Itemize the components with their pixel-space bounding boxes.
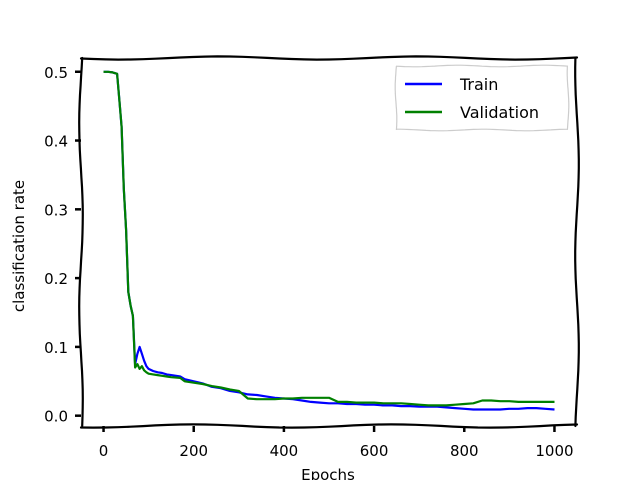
frame-right xyxy=(574,56,580,428)
series-line-train xyxy=(103,70,555,411)
x-tick-label: 200 xyxy=(179,442,208,460)
y-tick-label: 0.3 xyxy=(44,201,68,219)
frame-left xyxy=(78,56,84,428)
y-tick-label: 0.0 xyxy=(44,408,68,426)
legend-label-validation: Validation xyxy=(460,103,539,122)
y-tick-label: 0.4 xyxy=(44,133,68,151)
series-lines xyxy=(103,70,555,411)
legend-label-train: Train xyxy=(459,75,498,94)
axis-ticks: 0 200 400 600 800 1000 0.0 0.1 0.2 0.3 0.4 0.5 xyxy=(44,64,573,460)
x-tick-label: 400 xyxy=(270,442,299,460)
legend-box xyxy=(394,64,570,132)
plot-frame xyxy=(78,55,580,429)
y-axis-label: classification rate xyxy=(10,180,28,312)
x-tick-label: 600 xyxy=(360,442,389,460)
frame-top xyxy=(79,55,579,61)
y-tick-label: 0.1 xyxy=(44,339,68,357)
frame-bottom xyxy=(79,423,579,429)
x-tick-label: 1000 xyxy=(535,442,573,460)
x-tick-label: 800 xyxy=(450,442,479,460)
x-axis-label: Epochs xyxy=(301,466,355,480)
y-tick-label: 0.2 xyxy=(44,270,68,288)
x-tick-label: 0 xyxy=(99,442,109,460)
legend: Train Validation xyxy=(394,64,570,132)
y-tick-label: 0.5 xyxy=(44,64,68,82)
series-line-validation xyxy=(103,70,555,407)
